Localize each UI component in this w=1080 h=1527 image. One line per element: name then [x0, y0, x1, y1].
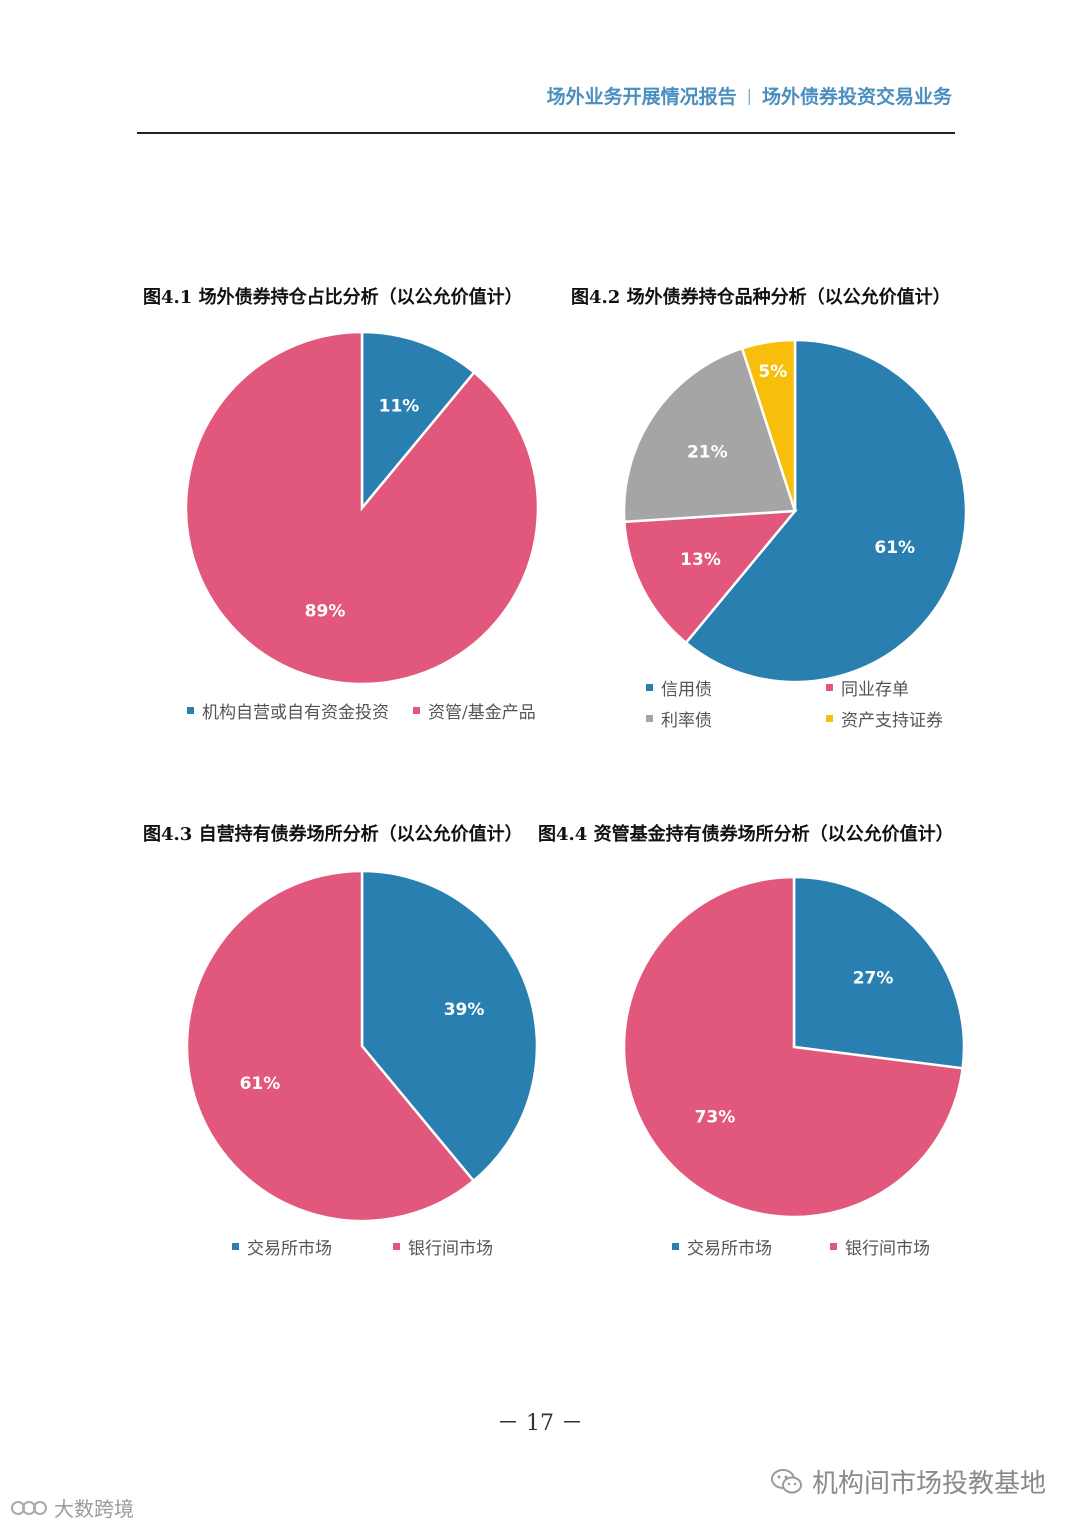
legend-item-interbank: 银行间市场 [830, 1234, 930, 1259]
chart-title-4-4: 图4.4 资管基金持有债券场所分析（以公允价值计） [538, 824, 954, 845]
chart-title-4-3: 图4.3 自营持有债券场所分析（以公允价值计） [143, 824, 523, 845]
report-header: 场外业务开展情况报告 | 场外债券投资交易业务 [547, 82, 952, 109]
pie-slice-0 [792, 875, 966, 1070]
legend-label: 资管/基金产品 [428, 703, 536, 723]
legend-label: 银行间市场 [845, 1239, 930, 1259]
watermark-account-name: 机构间市场投教基地 [811, 1469, 1046, 1499]
legend-swatch-yellow [826, 715, 833, 722]
legend-label: 同业存单 [841, 680, 909, 700]
pie-slice-2 [622, 346, 797, 524]
pie-slice-label-0: 61% [874, 538, 915, 558]
legend-label: 银行间市场 [408, 1239, 493, 1259]
legend-swatch-blue [646, 684, 653, 691]
pie-slice-1 [622, 875, 965, 1219]
header-separator: | [746, 86, 752, 105]
pie-slice-3 [740, 338, 797, 512]
page-number: － 17 － [497, 1411, 583, 1436]
legend-label: 资产支持证券 [841, 711, 943, 731]
pie-slice-label-1: 73% [695, 1108, 736, 1128]
header-section-title: 场外债券投资交易业务 [761, 86, 952, 108]
watermark-wechat: 机构间市场投教基地 [770, 1463, 1046, 1500]
pie-slice-label-0: 11% [379, 396, 420, 416]
legend-label: 交易所市场 [687, 1239, 772, 1259]
pie-slice-label-3: 5% [758, 362, 787, 382]
pie-slice-1 [623, 509, 798, 645]
pie-slice-0 [360, 869, 539, 1183]
pie-slice-label-0: 39% [444, 1000, 485, 1020]
legend-swatch-gray [646, 715, 653, 722]
watermark-site-name: 大数跨境 [54, 1497, 134, 1521]
legend-swatch-pink [413, 707, 420, 714]
legend-swatch-blue [232, 1243, 239, 1250]
header-report-title: 场外业务开展情况报告 [546, 86, 737, 108]
legend-item-ncd: 同业存单 [826, 675, 909, 700]
legend-item-credit-bond: 信用债 [646, 675, 712, 700]
legend-item-own-funds: 机构自营或自有资金投资 [187, 698, 389, 723]
legend-swatch-pink [830, 1243, 837, 1250]
chart-title-4-2: 图4.2 场外债券持仓品种分析（以公允价值计） [571, 287, 951, 308]
legend-item-abs: 资产支持证券 [826, 706, 943, 731]
wechat-icon [770, 1468, 802, 1493]
pie-slice-label-2: 21% [687, 442, 728, 462]
legend-label: 信用债 [661, 680, 712, 700]
pie-slice-label-1: 61% [240, 1074, 281, 1094]
legend-swatch-pink [826, 684, 833, 691]
pie-slice-label-0: 27% [853, 968, 894, 988]
pie-slice-label-1: 13% [680, 550, 721, 570]
legend-item-interbank: 银行间市场 [393, 1234, 493, 1259]
legend-label: 交易所市场 [247, 1239, 332, 1259]
legend-label: 机构自营或自有资金投资 [202, 703, 389, 723]
pie-slice-0 [360, 330, 476, 512]
header-rule [137, 132, 955, 134]
pie-slice-0 [684, 338, 968, 684]
legend-swatch-pink [393, 1243, 400, 1250]
chart-title-4-1: 图4.1 场外债券持仓占比分析（以公允价值计） [143, 287, 523, 308]
legend-item-exchange: 交易所市场 [672, 1234, 772, 1259]
pie-slice-1 [184, 330, 540, 686]
legend-item-asset-mgmt: 资管/基金产品 [413, 698, 536, 723]
legend-label: 利率债 [661, 711, 712, 731]
pie-slice-1 [185, 869, 476, 1223]
legend-swatch-blue [672, 1243, 679, 1250]
watermark-site: 大数跨境 [10, 1493, 134, 1522]
pie-slice-label-1: 89% [305, 602, 346, 622]
legend-item-exchange: 交易所市场 [232, 1234, 332, 1259]
site-logo-icon [11, 1500, 47, 1515]
legend-item-rate-bond: 利率债 [646, 706, 712, 731]
legend-swatch-blue [187, 707, 194, 714]
